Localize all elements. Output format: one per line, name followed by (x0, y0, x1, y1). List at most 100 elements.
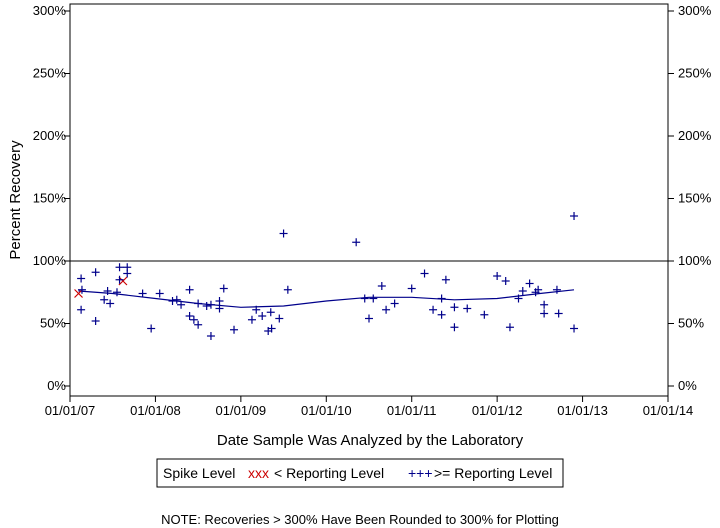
y-tick-label-left: 200% (33, 128, 67, 143)
point-above-reporting (206, 332, 215, 340)
y-tick-label-left: 250% (33, 66, 67, 81)
point-above-reporting (106, 299, 115, 308)
legend-label-below: < Reporting Level (274, 465, 384, 481)
legend-label-above: >= Reporting Level (434, 465, 552, 481)
note-text: NOTE: Recoveries > 300% Have Been Rounde… (161, 512, 559, 527)
point-above-reporting (554, 309, 563, 318)
point-above-reporting (185, 312, 194, 320)
y-tick-label-left: 300% (33, 3, 67, 18)
x-axis: 01/01/07 01/01/08 01/01/09 01/01/10 01/01/11… (45, 396, 694, 418)
point-above-reporting (279, 229, 288, 238)
point-above-reporting (123, 269, 132, 278)
y-tick-label-right: 200% (678, 128, 712, 143)
point-above-reporting (369, 294, 378, 303)
point-above-reporting (168, 297, 177, 305)
point-above-reporting (534, 285, 543, 294)
y-tick-label-left: 100% (33, 253, 67, 268)
point-above-reporting (185, 285, 194, 294)
point-above-reporting (360, 294, 369, 303)
point-above-reporting (450, 323, 459, 332)
point-above-reporting (215, 297, 224, 305)
y-axis-right: 0% 50% 100% 150% 200% 250% 300% (668, 3, 712, 393)
point-above-reporting (215, 304, 224, 313)
x-tick-label: 01/01/09 (216, 403, 267, 418)
point-above-reporting (112, 288, 121, 297)
point-above-reporting (172, 295, 181, 304)
legend: Spike Level xxx < Reporting Level +++ >=… (156, 458, 564, 488)
point-above-reporting (100, 295, 109, 304)
point-above-reporting (420, 269, 429, 278)
x-axis-title: Date Sample Was Analyzed by the Laborato… (217, 432, 524, 449)
point-above-reporting (138, 289, 147, 298)
point-above-reporting (266, 308, 275, 317)
point-above-reporting (365, 314, 373, 323)
point-above-reporting (194, 320, 203, 329)
x-tick-label: 01/01/10 (301, 403, 352, 418)
point-above-reporting (518, 287, 527, 295)
point-above-reporting (493, 272, 502, 280)
y-tick-label-left: 150% (33, 191, 67, 206)
point-above-reporting (147, 324, 156, 333)
point-above-reporting (258, 312, 267, 320)
point-above-reporting (540, 300, 549, 309)
point-above-reporting (77, 285, 86, 294)
point-above-reporting (352, 238, 361, 247)
point-below-reporting (74, 289, 83, 298)
x-tick-label: 01/01/08 (130, 403, 181, 418)
point-above-reporting (267, 324, 276, 333)
point-above-reporting (480, 310, 489, 319)
point-above-reporting (206, 300, 215, 309)
point-above-reporting (514, 294, 523, 303)
y-tick-label-left: 0% (47, 378, 66, 393)
point-above-reporting (275, 314, 284, 323)
point-above-reporting (382, 305, 391, 314)
data-points (74, 212, 579, 340)
point-above-reporting (77, 274, 86, 283)
y-axis-left: 0% 50% 100% 150% 200% 250% 300% (33, 3, 70, 393)
point-above-reporting (115, 275, 124, 284)
point-above-reporting (540, 309, 549, 318)
x-tick-label: 01/01/11 (387, 403, 437, 418)
point-above-reporting (115, 263, 124, 272)
point-above-reporting (570, 212, 579, 220)
y-tick-label-right: 50% (678, 316, 704, 331)
point-above-reporting (525, 279, 534, 288)
point-above-reporting (505, 323, 514, 332)
point-above-reporting (202, 302, 211, 310)
x-tick-label: 01/01/14 (643, 403, 694, 418)
point-above-reporting (377, 282, 386, 290)
x-tick-label: 01/01/13 (557, 403, 608, 418)
point-above-reporting (103, 287, 112, 295)
point-above-reporting (219, 284, 228, 293)
point-above-reporting (283, 285, 292, 294)
point-above-reporting (194, 299, 203, 308)
point-above-reporting (91, 268, 100, 277)
point-above-reporting (450, 303, 459, 312)
point-above-reporting (463, 304, 472, 313)
point-above-reporting (230, 325, 239, 334)
y-axis-title: Percent Recovery (7, 140, 24, 260)
point-above-reporting (77, 305, 86, 314)
y-tick-label-right: 150% (678, 191, 712, 206)
point-above-reporting (441, 275, 450, 284)
y-tick-label-right: 300% (678, 3, 712, 18)
legend-marker-below: xxx (248, 465, 269, 481)
point-above-reporting (552, 285, 561, 294)
point-above-reporting (155, 289, 164, 298)
point-above-reporting (501, 277, 510, 285)
point-above-reporting (390, 299, 399, 308)
legend-box (156, 458, 564, 488)
point-above-reporting (437, 294, 446, 303)
point-above-reporting (252, 305, 261, 314)
y-tick-label-right: 250% (678, 66, 712, 81)
point-below-reporting (118, 276, 128, 286)
point-above-reporting (570, 324, 579, 333)
point-above-reporting (177, 300, 186, 309)
point-above-reporting (429, 305, 438, 314)
point-above-reporting (91, 317, 100, 325)
legend-marker-above: +++ (408, 465, 433, 481)
x-tick-label: 01/01/12 (472, 403, 523, 418)
x-tick-label: 01/01/07 (45, 403, 96, 418)
y-tick-label-right: 0% (678, 378, 697, 393)
